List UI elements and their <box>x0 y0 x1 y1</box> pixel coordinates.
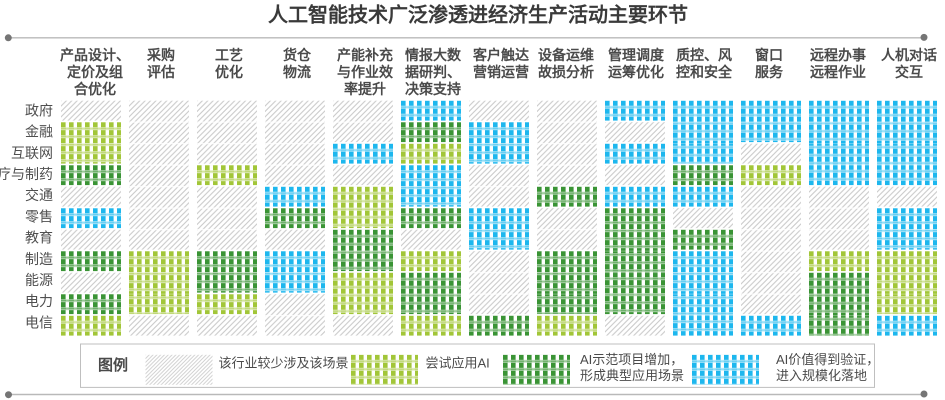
svg-text:窗口: 窗口 <box>755 47 783 63</box>
svg-text:AI价值得到验证，: AI价值得到验证， <box>776 352 879 367</box>
svg-text:运筹优化: 运筹优化 <box>608 64 664 80</box>
svg-text:电力: 电力 <box>25 293 53 309</box>
svg-text:情报大数: 情报大数 <box>405 47 462 63</box>
svg-text:物流: 物流 <box>283 64 311 80</box>
svg-text:疗与制药: 疗与制药 <box>0 166 53 182</box>
svg-text:质控、风: 质控、风 <box>676 47 732 63</box>
svg-text:政府: 政府 <box>25 102 53 118</box>
svg-text:交通: 交通 <box>25 187 53 203</box>
svg-text:故损分析: 故损分析 <box>538 64 594 80</box>
svg-text:设备运维: 设备运维 <box>538 47 594 63</box>
svg-text:互联网: 互联网 <box>11 145 53 161</box>
svg-text:尝试应用AI: 尝试应用AI <box>426 356 490 371</box>
svg-text:评估: 评估 <box>147 64 175 80</box>
svg-text:率提升: 率提升 <box>344 81 386 97</box>
svg-text:定价及组: 定价及组 <box>67 64 123 80</box>
svg-text:营销运营: 营销运营 <box>473 64 529 80</box>
svg-text:人机对话: 人机对话 <box>881 47 937 63</box>
svg-text:产能补充: 产能补充 <box>337 47 393 63</box>
svg-text:据研判、: 据研判、 <box>405 64 461 80</box>
svg-text:产品设计、: 产品设计、 <box>60 47 130 63</box>
svg-text:图例: 图例 <box>98 356 128 374</box>
svg-text:与作业效: 与作业效 <box>337 64 394 80</box>
svg-text:管理调度: 管理调度 <box>608 47 665 63</box>
svg-text:教育: 教育 <box>25 230 53 246</box>
svg-text:交互: 交互 <box>895 64 923 80</box>
svg-text:合优化: 合优化 <box>74 81 116 97</box>
svg-text:零售: 零售 <box>25 208 53 224</box>
svg-text:该行业较少涉及该场景: 该行业较少涉及该场景 <box>219 356 349 371</box>
svg-text:形成典型应用场景: 形成典型应用场景 <box>580 368 684 383</box>
svg-text:能源: 能源 <box>25 272 53 288</box>
svg-text:进入规模化落地: 进入规模化落地 <box>776 368 867 383</box>
svg-text:采购: 采购 <box>146 47 175 63</box>
svg-text:服务: 服务 <box>755 64 784 80</box>
svg-text:工艺: 工艺 <box>215 47 243 63</box>
svg-text:人工智能技术广泛渗透进经济生产活动主要环节: 人工智能技术广泛渗透进经济生产活动主要环节 <box>268 3 688 27</box>
svg-text:金融: 金融 <box>25 124 53 140</box>
svg-text:远程办事: 远程办事 <box>810 47 866 63</box>
svg-text:货仓: 货仓 <box>282 47 312 63</box>
svg-text:制造: 制造 <box>25 251 53 267</box>
svg-text:电信: 电信 <box>25 314 53 330</box>
svg-text:AI示范项目增加，: AI示范项目增加， <box>580 352 683 367</box>
svg-text:优化: 优化 <box>215 64 243 80</box>
svg-text:远程作业: 远程作业 <box>810 64 866 80</box>
svg-text:控和安全: 控和安全 <box>676 64 733 80</box>
svg-text:客户触达: 客户触达 <box>472 47 529 63</box>
svg-text:决策支持: 决策支持 <box>405 81 461 97</box>
